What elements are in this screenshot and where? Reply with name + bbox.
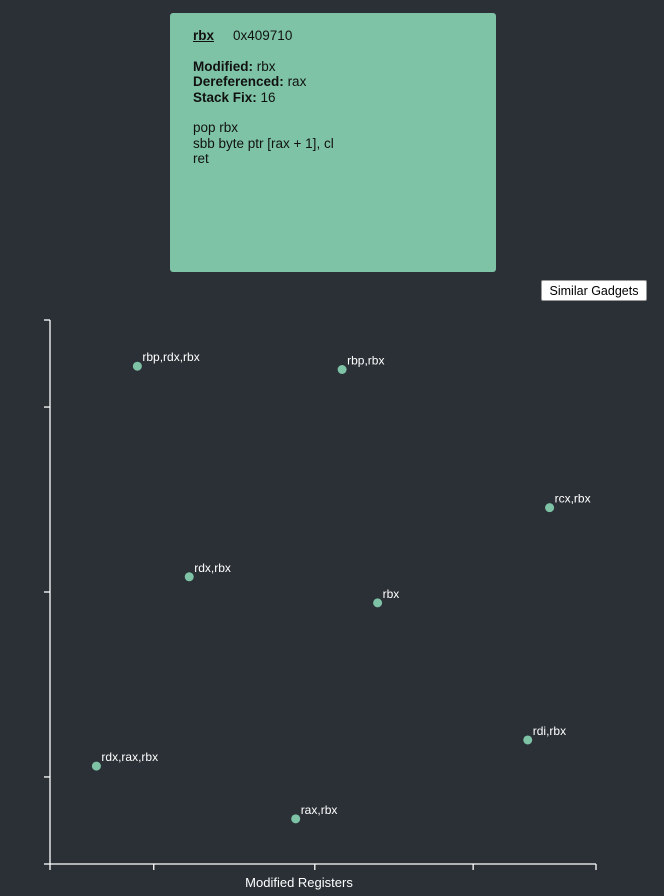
scatter-point[interactable]: rax,rbx — [291, 803, 337, 824]
scatter-point-dot[interactable] — [373, 598, 383, 608]
scatter-point-dot[interactable] — [184, 572, 194, 582]
dereferenced-value: rax — [287, 74, 307, 89]
scatter-point[interactable]: rbx — [373, 587, 399, 608]
scatter-point-dot[interactable] — [291, 814, 301, 824]
scatter-point-label: rbp,rbx — [347, 354, 384, 368]
chart-points: rbp,rdx,rbx rbp,rbx rcx,rbx rdx,rbx rbx rdi,r… — [91, 350, 591, 824]
scatter-point[interactable]: rbp,rdx,rbx — [132, 350, 200, 371]
scatter-point-label: rbx — [383, 587, 400, 601]
gadget-address: 0x409710 — [233, 28, 293, 43]
scatter-point[interactable]: rcx,rbx — [545, 492, 591, 513]
scatter-point-dot[interactable] — [523, 735, 533, 745]
scatter-point-label: rbp,rdx,rbx — [142, 350, 199, 364]
dereferenced-line: Dereferenced: rax — [193, 74, 473, 90]
stack-fix-key: Stack Fix: — [193, 89, 257, 105]
stack-fix-line: Stack Fix: 16 — [193, 90, 473, 106]
scatter-point-dot[interactable] — [132, 361, 142, 371]
dereferenced-key: Dereferenced: — [193, 74, 284, 89]
instruction-list: pop rbx sbb byte ptr [rax + 1], cl ret — [193, 120, 473, 167]
modified-line: Modified: rbx — [193, 59, 473, 75]
scatter-point[interactable]: rdx,rax,rbx — [91, 750, 158, 771]
instruction-line: ret — [193, 151, 209, 166]
scatter-point-label: rdx,rax,rbx — [101, 750, 158, 764]
gadget-register: rbx — [193, 28, 215, 43]
scatter-point-label: rax,rbx — [301, 803, 338, 817]
scatter-point-dot[interactable] — [91, 761, 101, 771]
scatter-point-dot[interactable] — [545, 503, 555, 513]
scatter-point[interactable]: rbp,rbx — [337, 354, 385, 375]
scatter-point-label: rcx,rbx — [555, 492, 591, 506]
similar-gadgets-button[interactable]: Similar Gadgets — [541, 280, 647, 301]
instruction-line: pop rbx — [193, 120, 239, 135]
stack-fix-value: 16 — [260, 89, 276, 105]
chart-axes — [44, 319, 597, 870]
instruction-line: sbb byte ptr [rax + 1], cl — [193, 135, 334, 151]
scatter-point-dot[interactable] — [337, 365, 347, 375]
scatter-point-label: rdi,rbx — [533, 724, 566, 738]
scatter-point-label: rdx,rbx — [194, 561, 231, 575]
modified-value: rbx — [256, 58, 276, 74]
gadget-info-card: rbx 0x409710 Modified: rbx Dereferenced:… — [170, 13, 496, 272]
x-axis-label: Modified Registers — [245, 875, 353, 890]
scatter-point[interactable]: rdx,rbx — [184, 561, 231, 582]
scatter-point[interactable]: rdi,rbx — [523, 724, 566, 745]
modified-key: Modified: — [193, 58, 253, 74]
